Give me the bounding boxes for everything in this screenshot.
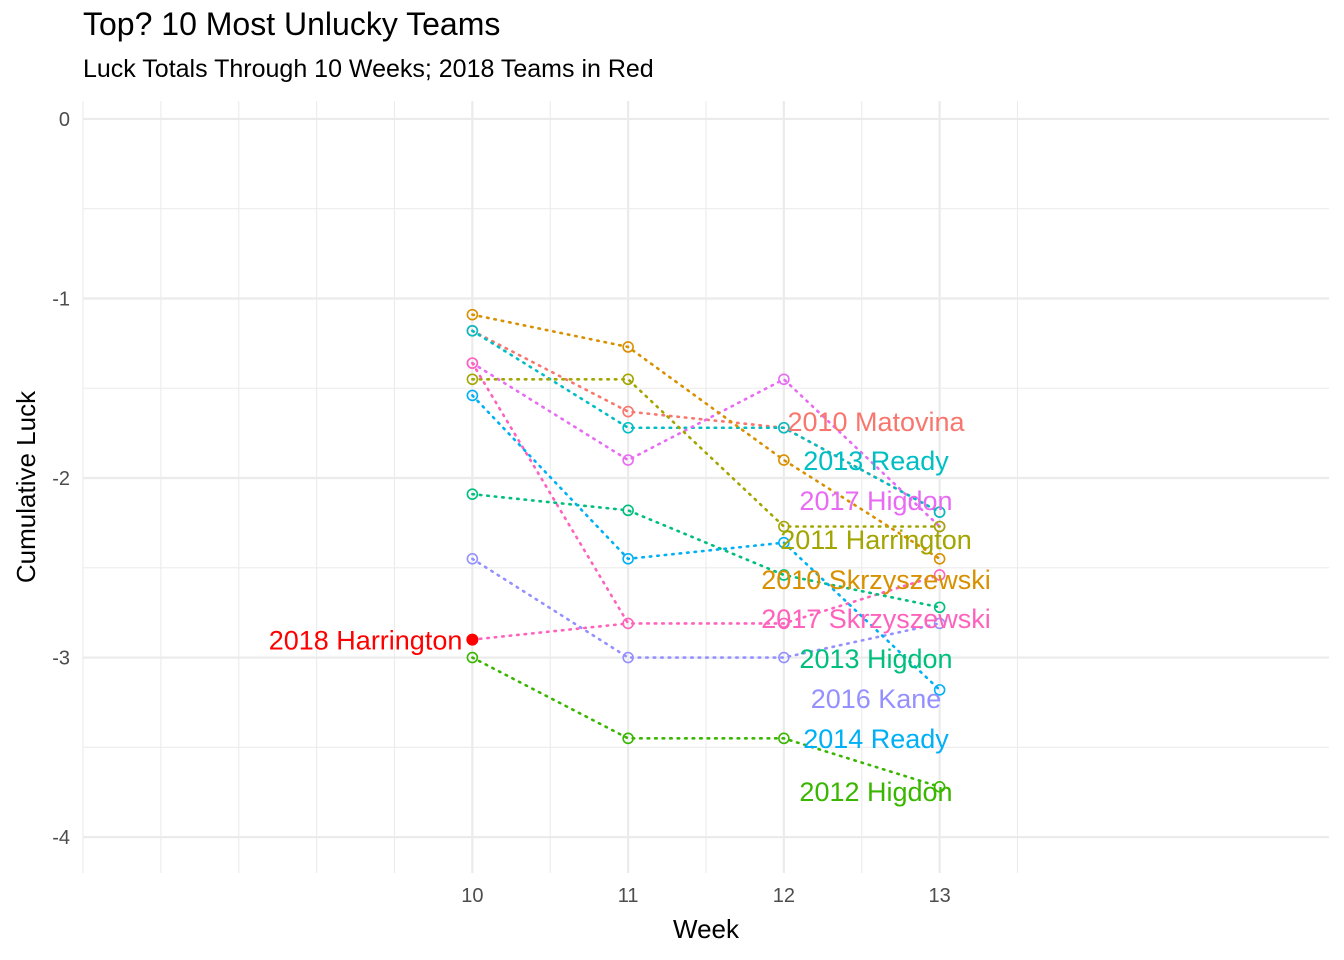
- data-point: [622, 504, 634, 517]
- data-point: [622, 651, 634, 664]
- data-point: [933, 553, 946, 565]
- series-label: 2010 Matovina: [787, 407, 965, 437]
- data-point: [622, 405, 634, 418]
- data-point: [466, 373, 479, 386]
- data-point: [778, 651, 790, 664]
- data-point: [622, 553, 634, 565]
- series-line: [471, 361, 941, 625]
- series-label: 2017 Skrzyszewski: [761, 604, 991, 634]
- series-line: [471, 557, 941, 659]
- x-axis-title: Week: [673, 914, 740, 944]
- x-axis-ticks: 10 11 12 13: [461, 885, 951, 907]
- data-point: [933, 617, 946, 630]
- data-point: [778, 520, 790, 533]
- data-point: [622, 421, 634, 434]
- series-line: [471, 313, 941, 561]
- data-point: [466, 308, 479, 321]
- data-point: [622, 732, 634, 745]
- data-point: [466, 651, 479, 664]
- y-tick-label: -4: [52, 827, 70, 849]
- data-point: [778, 536, 790, 549]
- x-tick-label: 11: [618, 885, 639, 907]
- x-tick-label: 10: [461, 885, 483, 907]
- data-point: [466, 357, 479, 369]
- data-point: [778, 373, 790, 386]
- data-point: [622, 454, 634, 466]
- series-line: [471, 329, 941, 514]
- data-point: [778, 617, 790, 630]
- data-point: [622, 341, 634, 353]
- highlight-point: [466, 633, 479, 646]
- y-axis-ticks: 0 -1 -2 -3 -4: [52, 109, 70, 849]
- highlight-layer: 2018 Harrington: [269, 622, 630, 656]
- data-point: [933, 569, 946, 581]
- chart-title: Top? 10 Most Unlucky Teams: [83, 6, 501, 42]
- series-line: [471, 656, 941, 789]
- series-line: [471, 394, 941, 692]
- series-label: 2017 Higdon: [799, 486, 952, 516]
- y-tick-label: -2: [52, 468, 70, 490]
- data-point: [466, 488, 479, 500]
- x-tick-label: 13: [929, 885, 951, 907]
- series-label: 2016 Kane: [811, 684, 942, 714]
- series-label: 2013 Ready: [803, 446, 949, 476]
- data-point: [778, 454, 790, 466]
- data-point: [933, 781, 946, 793]
- series-label: 2014 Ready: [803, 724, 949, 754]
- series-labels: 2010 Matovina 2013 Ready 2017 Higdon 2011 H…: [761, 407, 991, 807]
- x-tick-label: 12: [773, 885, 795, 907]
- series-lines: [471, 313, 941, 789]
- data-point: [778, 569, 790, 581]
- y-axis-title: Cumulative Luck: [11, 390, 41, 583]
- grid-lines: [82, 101, 1329, 873]
- data-point: [778, 732, 790, 745]
- series-label: 2011 Harrington: [780, 525, 972, 555]
- chart-subtitle: Luck Totals Through 10 Weeks; 2018 Teams…: [83, 55, 654, 83]
- series-line: [471, 377, 941, 528]
- series-points: [466, 308, 946, 793]
- data-point: [778, 421, 790, 434]
- data-point: [622, 373, 634, 386]
- highlight-label: 2018 Harrington: [269, 626, 463, 656]
- y-tick-label: -1: [52, 288, 70, 310]
- series-line: [471, 492, 941, 609]
- data-point: [466, 325, 479, 337]
- data-point: [933, 506, 946, 518]
- data-point: [466, 553, 479, 565]
- series-label: 2012 Higdon: [799, 777, 952, 807]
- data-point: [933, 601, 946, 614]
- series-label: 2010 Skrzyszewski: [761, 565, 991, 595]
- y-tick-label: 0: [59, 109, 70, 131]
- data-point: [466, 389, 479, 402]
- data-point: [933, 684, 946, 696]
- data-point: [933, 520, 946, 533]
- y-tick-label: -3: [52, 648, 70, 670]
- series-line: [471, 361, 941, 528]
- series-label: 2013 Higdon: [799, 644, 952, 674]
